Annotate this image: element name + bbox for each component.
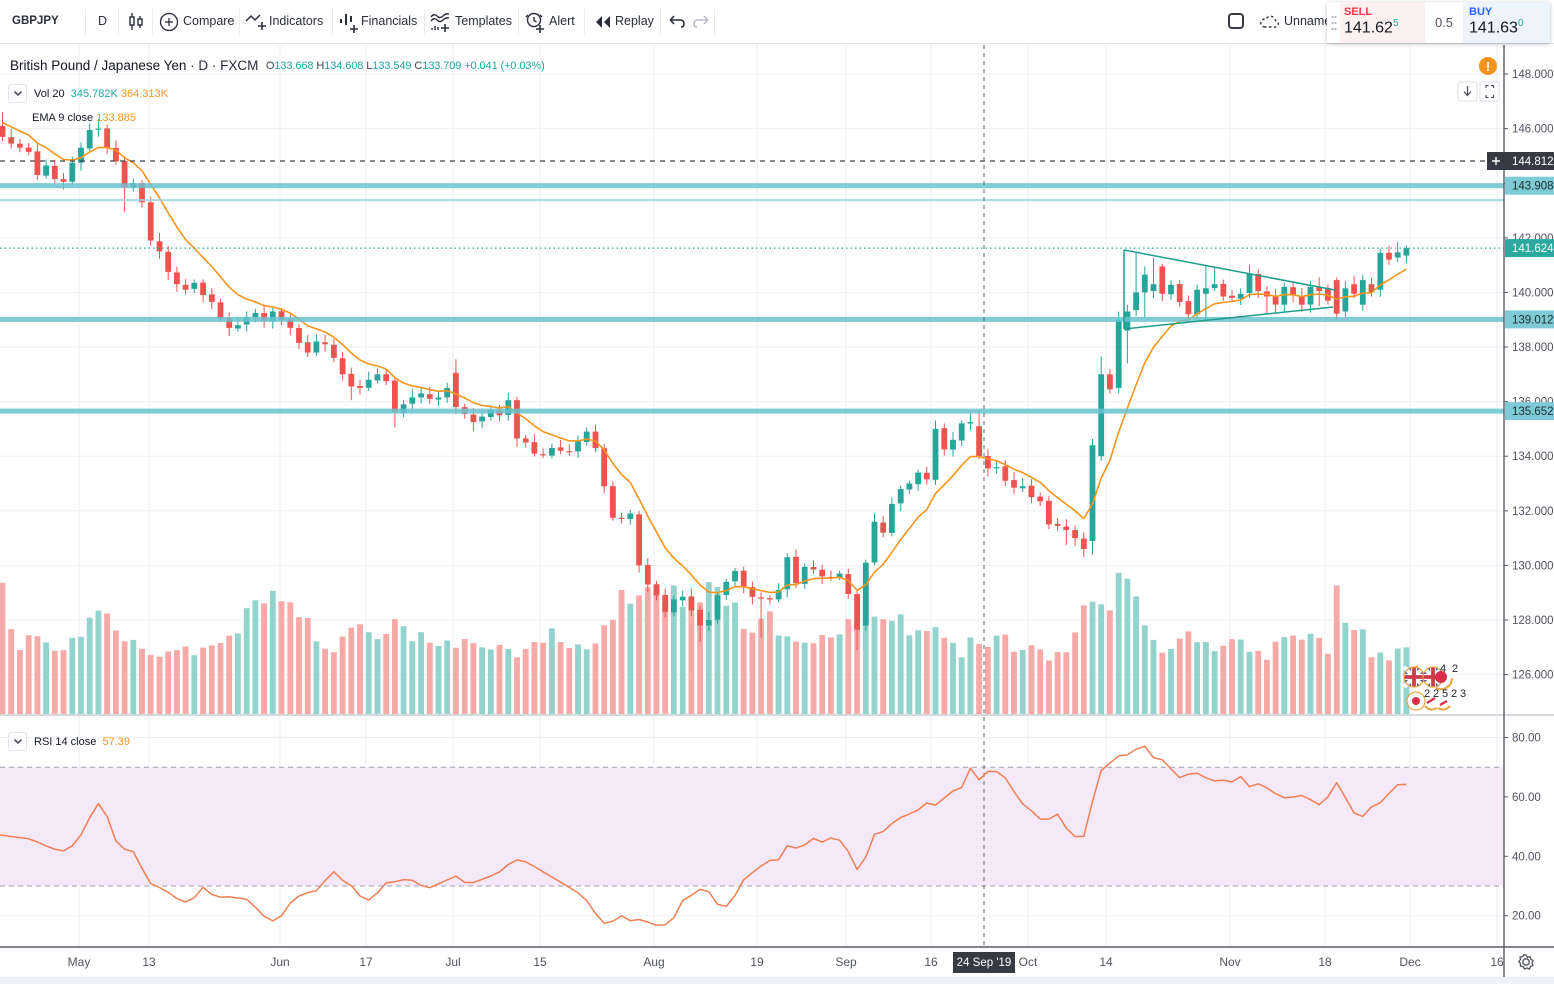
svg-text:13: 13 bbox=[142, 955, 156, 969]
svg-text:139.012: 139.012 bbox=[1512, 314, 1554, 326]
svg-text:Oct: Oct bbox=[1019, 955, 1038, 969]
svg-text:!: ! bbox=[1486, 59, 1490, 74]
svg-text:130.000: 130.000 bbox=[1512, 560, 1554, 572]
svg-text:138.000: 138.000 bbox=[1512, 342, 1554, 354]
svg-text:Nov: Nov bbox=[1219, 955, 1240, 969]
svg-text:5: 5 bbox=[1442, 688, 1448, 700]
svg-text:20.00: 20.00 bbox=[1512, 911, 1541, 923]
svg-text:15: 15 bbox=[533, 955, 547, 969]
svg-text:Jun: Jun bbox=[270, 955, 289, 969]
svg-text:18: 18 bbox=[1318, 955, 1332, 969]
svg-text:60.00: 60.00 bbox=[1512, 792, 1541, 804]
svg-text:Sep: Sep bbox=[835, 955, 857, 969]
svg-text:24 Sep '19: 24 Sep '19 bbox=[957, 957, 1012, 969]
svg-text:Jul: Jul bbox=[445, 955, 460, 969]
svg-text:148.000: 148.000 bbox=[1512, 69, 1554, 81]
svg-text:14: 14 bbox=[1099, 955, 1113, 969]
svg-text:132.000: 132.000 bbox=[1512, 506, 1554, 518]
svg-text:144.812: 144.812 bbox=[1512, 156, 1554, 168]
svg-text:Dec: Dec bbox=[1399, 955, 1420, 969]
svg-text:16: 16 bbox=[1490, 955, 1504, 969]
svg-text:135.652: 135.652 bbox=[1512, 406, 1554, 418]
svg-text:141.624: 141.624 bbox=[1512, 243, 1554, 255]
svg-text:143.908: 143.908 bbox=[1512, 181, 1554, 193]
svg-text:3: 3 bbox=[1460, 688, 1466, 700]
svg-text:2: 2 bbox=[1452, 663, 1458, 675]
svg-text:146.000: 146.000 bbox=[1512, 124, 1554, 136]
svg-text:40.00: 40.00 bbox=[1512, 851, 1541, 863]
svg-text:140.000: 140.000 bbox=[1512, 287, 1554, 299]
svg-text:128.000: 128.000 bbox=[1512, 615, 1554, 627]
svg-text:19: 19 bbox=[750, 955, 764, 969]
svg-text:134.000: 134.000 bbox=[1512, 451, 1554, 463]
svg-text:2: 2 bbox=[1451, 688, 1457, 700]
svg-text:4: 4 bbox=[1440, 663, 1446, 675]
svg-text:16: 16 bbox=[924, 955, 938, 969]
svg-text:17: 17 bbox=[359, 955, 373, 969]
svg-text:126.000: 126.000 bbox=[1512, 670, 1554, 682]
svg-text:2: 2 bbox=[1424, 688, 1430, 700]
svg-text:May: May bbox=[68, 955, 91, 969]
svg-text:80.00: 80.00 bbox=[1512, 733, 1541, 745]
svg-text:2: 2 bbox=[1433, 688, 1439, 700]
svg-text:Aug: Aug bbox=[643, 955, 664, 969]
